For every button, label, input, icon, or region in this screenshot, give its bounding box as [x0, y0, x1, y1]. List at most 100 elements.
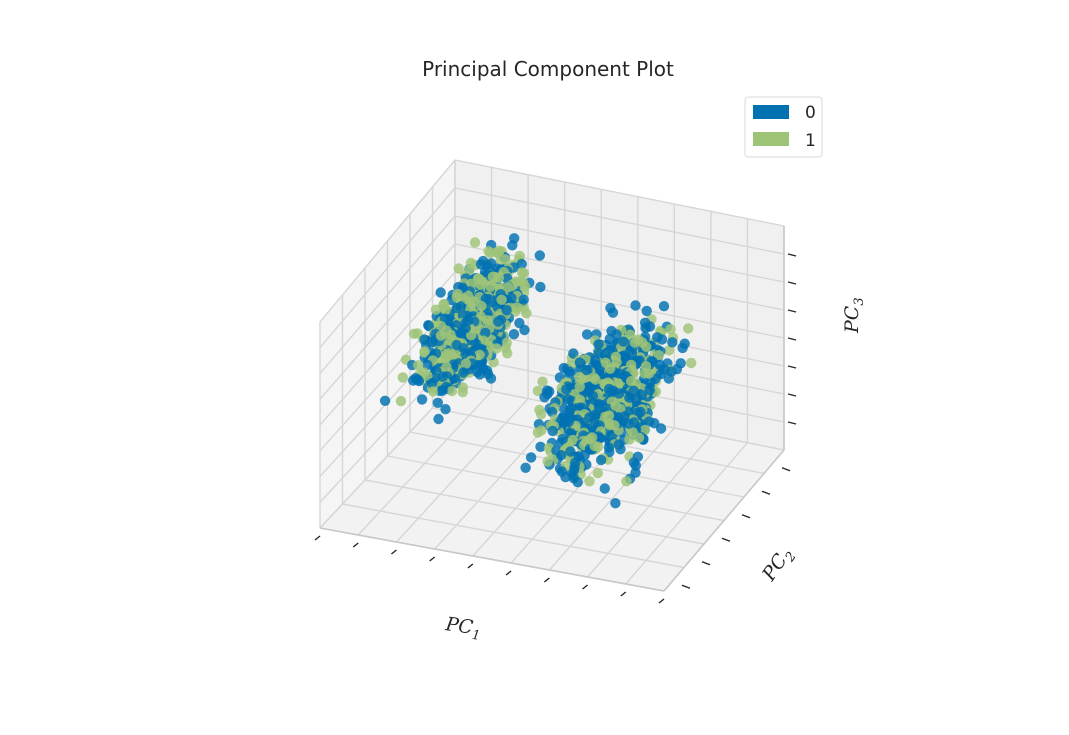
legend-label-0: 0: [805, 103, 816, 123]
scatter-point-series-1: [465, 257, 477, 269]
z-tick: [787, 337, 797, 341]
left-grid-z: [319, 271, 456, 426]
scatter-point-series-0: [433, 413, 444, 425]
scatter-point-series-1: [592, 468, 603, 479]
left-grid-z: [319, 159, 456, 323]
scatter-point-series-0: [590, 355, 601, 366]
scatter-point-series-0: [574, 357, 585, 368]
scatter-point-series-0: [581, 329, 593, 340]
z-axis-label-subscript: 3: [852, 297, 867, 305]
scatter-point-series-0: [658, 301, 670, 312]
back-grid-z: [454, 187, 785, 255]
x-tick: [543, 577, 550, 583]
scatter-point-series-0: [564, 406, 575, 417]
scatter-point-series-0: [663, 373, 674, 384]
scatter-point-series-0: [614, 368, 625, 379]
scatter-point-series-0: [477, 255, 489, 267]
y-tick: [721, 537, 731, 542]
y-tick: [781, 467, 791, 472]
z-tick: [787, 309, 797, 313]
scatter-point-series-1: [482, 315, 493, 326]
scatter-point-series-0: [594, 433, 605, 444]
scatter-point-series-1: [435, 320, 447, 332]
back-grid-z: [454, 159, 785, 227]
scatter-point-series-1: [624, 434, 635, 445]
scatter-point-series-1: [604, 363, 616, 374]
scatter-point-series-0: [613, 439, 624, 450]
scatter-point-series-0: [556, 450, 567, 461]
scatter-point-series-1: [474, 349, 485, 360]
scatter-point-series-1: [476, 300, 487, 312]
scatter-point-series-1: [517, 277, 529, 288]
scatter-point-series-1: [395, 395, 407, 407]
floor-grid-y: [342, 503, 685, 569]
scatter-point-series-0: [655, 423, 667, 434]
legend-label-1: 1: [805, 131, 816, 151]
scatter-point-series-1: [532, 385, 544, 397]
scatter-point-series-1: [609, 420, 620, 431]
axis-edge-y: [663, 449, 785, 592]
z-axis-label-main: PC: [841, 305, 863, 334]
scatter-point-series-1: [485, 281, 496, 292]
legend-swatch-0: [753, 105, 789, 119]
scatter-point-series-1: [665, 324, 676, 335]
scatter-point-series-1: [500, 254, 511, 265]
scatter-point-series-0: [568, 348, 579, 359]
scatter-point-series-1: [491, 343, 502, 354]
scatter-point-series-1: [446, 385, 458, 397]
scatter-point-series-0: [520, 462, 531, 473]
x-tick: [505, 570, 512, 576]
scatter-point-series-0: [472, 366, 483, 378]
scatter-point-series-1: [457, 386, 468, 398]
scatter-point-series-1: [592, 441, 604, 452]
scatter-point-series-1: [408, 328, 420, 339]
x-tick: [314, 535, 321, 541]
scatter-point-series-0: [595, 454, 607, 466]
x-tick: [391, 549, 397, 555]
x-tick: [658, 598, 665, 604]
scatter-point-series-0: [563, 394, 574, 405]
scatter-point-series-1: [502, 282, 514, 293]
x-tick: [582, 584, 588, 590]
scatter-point-series-1: [487, 271, 498, 282]
scatter-point-series-0: [558, 362, 569, 374]
scatter-point-series-0: [565, 446, 576, 457]
scatter-point-series-0: [667, 337, 678, 348]
scatter-point-series-1: [584, 476, 595, 487]
back-grid-z: [454, 215, 785, 283]
left-grid-z: [319, 243, 456, 400]
scatter-point-series-1: [653, 350, 664, 361]
scatter-point-series-1: [621, 476, 632, 487]
scatter-point-series-1: [686, 357, 697, 369]
y-tick: [701, 561, 711, 566]
scatter-point-series-1: [501, 337, 512, 349]
scatter-point-series-0: [416, 394, 428, 405]
scatter-point-series-1: [603, 410, 615, 421]
scatter-point-series-0: [572, 477, 583, 488]
left-grid-z: [319, 187, 456, 349]
scatter-point-series-0: [611, 329, 622, 340]
scatter-point-series-0: [493, 316, 504, 327]
scatter-point-series-1: [441, 348, 452, 360]
legend: 0 1: [744, 96, 823, 158]
scatter-point-series-1: [441, 361, 452, 373]
scatter-point-series-1: [521, 308, 532, 319]
scatter-point-series-1: [612, 377, 623, 389]
scatter-point-series-0: [603, 383, 615, 395]
chart-title: Principal Component Plot: [422, 57, 674, 81]
scatter-point-series-0: [458, 367, 469, 378]
scatter-point-series-0: [569, 462, 580, 473]
scatter-point-series-0: [618, 336, 629, 347]
scatter-point-series-1: [460, 358, 472, 369]
scatter-point-series-0: [379, 395, 391, 406]
scatter-point-series-1: [474, 279, 485, 291]
scatter-point-series-0: [587, 390, 599, 402]
x-tick: [352, 542, 359, 548]
scatter-point-series-0: [563, 416, 574, 428]
scatter-point-series-1: [430, 304, 442, 315]
scatter-point-series-1: [465, 330, 477, 341]
scatter-point-series-1: [451, 292, 462, 303]
scatter-point-series-0: [624, 392, 635, 403]
scatter-point-series-0: [508, 329, 520, 340]
